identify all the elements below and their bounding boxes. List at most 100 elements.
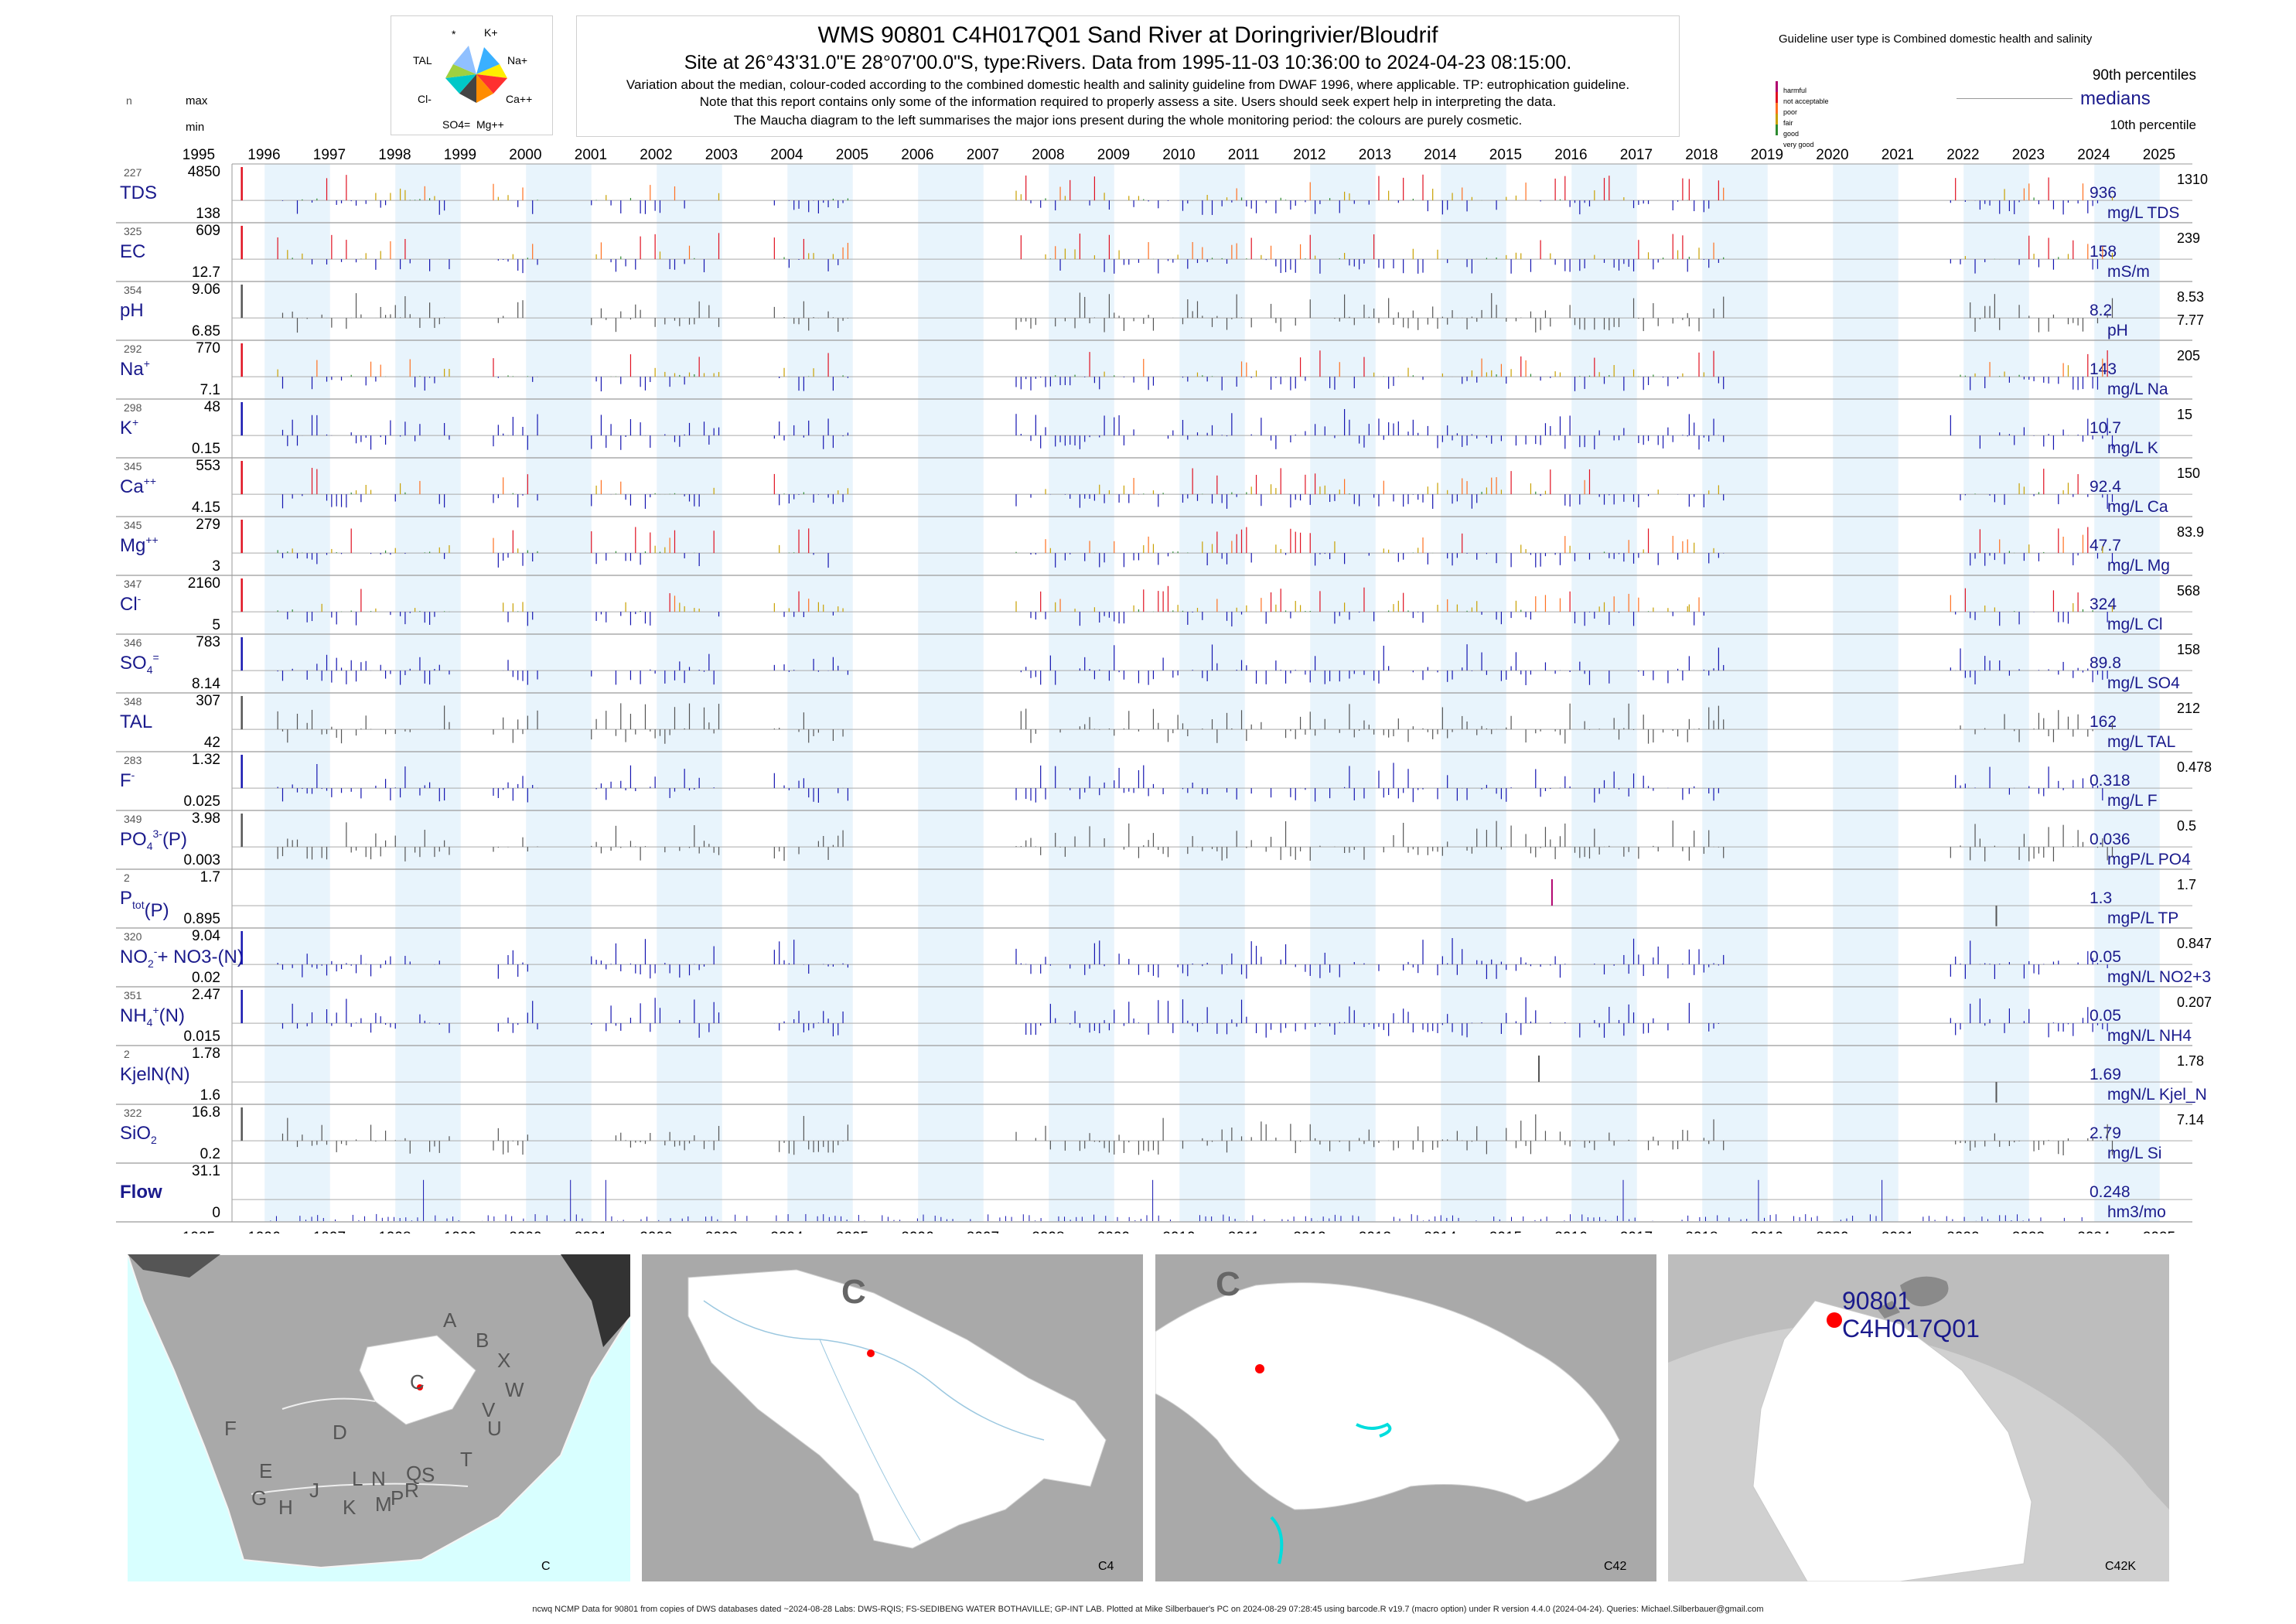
map-letter-n: N	[371, 1467, 386, 1490]
panel-unit-po4: mgP/L PO4	[2107, 851, 2191, 868]
year-label-top-2015: 2015	[1489, 147, 1522, 163]
panel-label-tp: Ptot(P)	[120, 888, 169, 921]
panel-label-cl: Cl-	[120, 592, 142, 615]
panel-p90-po4: 0.5	[2177, 818, 2196, 834]
year-label-bottom-2017: 2017	[1620, 1230, 1653, 1233]
maucha-petal-ca	[476, 74, 507, 94]
panel-min-f: 0.025	[183, 793, 220, 810]
panel-max-ph: 9.06	[192, 281, 220, 298]
panel-max-na: 770	[196, 340, 220, 357]
year-label-bottom-2019: 2019	[1751, 1230, 1783, 1233]
panel-max-tal: 307	[196, 693, 220, 709]
panel-label-sup-mg: ++	[145, 534, 158, 546]
panel-p90-tds: 1310	[2177, 172, 2208, 187]
panel-label-sub-so4: 4	[147, 664, 153, 676]
panel-median-po4: 0.036	[2090, 831, 2131, 848]
page-title: WMS 90801 C4H017Q01 Sand River at Doring…	[817, 22, 1438, 48]
year-label-bottom-2006: 2006	[901, 1230, 933, 1233]
map-south-africa-svg	[128, 1254, 630, 1569]
year-label-top-2011: 2011	[1228, 147, 1260, 163]
map-letter-p: P	[391, 1486, 404, 1510]
map-letter-d: D	[333, 1421, 347, 1444]
year-label-top-2003: 2003	[705, 147, 738, 163]
year-label-top-2007: 2007	[967, 147, 999, 163]
panel-p90-cl: 568	[2177, 583, 2200, 599]
map-c42: C C42	[1155, 1254, 1656, 1581]
panel-p90-ph: 8.53	[2177, 289, 2204, 305]
panel-min-mg: 3	[212, 558, 220, 575]
legend-label-poor: poor	[1783, 108, 1798, 116]
map-c42k-svg	[1668, 1254, 2169, 1581]
map4-site-code: C4H017Q01	[1842, 1315, 1980, 1343]
year-label-top-2020: 2020	[1816, 147, 1848, 163]
map-c4: C C4	[642, 1254, 1143, 1581]
panel-p90-tal: 212	[2177, 701, 2200, 716]
panel-label-flow: Flow	[120, 1182, 162, 1203]
panel-label-suffix-tp: (P)	[145, 900, 169, 921]
panel-n-k: 298	[124, 401, 142, 414]
map-letter-b: B	[476, 1329, 490, 1352]
panel-label-no: NO2-+ NO3-(N)	[120, 945, 244, 970]
maucha-petal-cl	[445, 74, 476, 94]
panel-label-po4: PO43-(P)	[120, 827, 187, 852]
map1-corner-label: C	[541, 1560, 551, 1573]
panel-n-f: 283	[124, 754, 142, 766]
panel-p10-ph: 7.77	[2177, 312, 2204, 328]
map2-big-label: C	[841, 1273, 866, 1311]
panel-unit-no: mgN/L NO2+3	[2107, 968, 2211, 986]
legend-title: Guideline user type is Combined domestic…	[1779, 32, 2093, 46]
panel-p90-f: 0.478	[2177, 759, 2212, 775]
panel-median-no: 0.05	[2090, 948, 2121, 966]
panel-n-ec: 325	[124, 225, 142, 237]
panel-label-tds: TDS	[120, 183, 157, 203]
panel-n-so4: 346	[124, 636, 142, 649]
panel-min-ca: 4.15	[192, 500, 220, 516]
maucha-petal-k	[476, 47, 500, 74]
panel-label-sup-po4: 3-	[152, 827, 162, 840]
year-label-bottom-1998: 1998	[378, 1230, 411, 1233]
legend-levels	[1776, 81, 1778, 135]
year-label-top-2009: 2009	[1097, 147, 1130, 163]
panel-unit-mg: mg/L Mg	[2107, 557, 2170, 575]
panel-p90-si: 7.14	[2177, 1112, 2204, 1128]
year-label-top-2006: 2006	[901, 147, 933, 163]
panel-label-mg: Mg++	[120, 534, 159, 556]
year-label-top-2004: 2004	[770, 147, 803, 163]
panel-min-po4: 0.003	[183, 852, 220, 868]
maucha-label-na: Na+	[507, 54, 527, 67]
left-header-n: n	[126, 94, 132, 107]
panel-label-f: F-	[120, 769, 135, 791]
panel-median-flow: 0.248	[2090, 1183, 2131, 1201]
year-label-bottom-2012: 2012	[1293, 1230, 1325, 1233]
legend-p90: 90th percentiles	[2092, 67, 2196, 84]
maucha-petal-star	[453, 46, 476, 74]
year-label-top-2008: 2008	[1032, 147, 1064, 163]
panel-label-k: K+	[120, 416, 138, 438]
panel-median-nh4: 0.05	[2090, 1007, 2121, 1025]
year-label-top-1997: 1997	[313, 147, 346, 163]
panel-label-ec: EC	[120, 241, 145, 262]
panel-unit-na: mg/L Na	[2107, 380, 2168, 398]
map-c42-svg	[1155, 1254, 1656, 1581]
panel-n-nh4: 351	[124, 989, 142, 1001]
year-label-top-2005: 2005	[836, 147, 868, 163]
maucha-petal-tal	[445, 64, 476, 78]
panel-label-suffix-no: + NO3-(N)	[157, 947, 243, 967]
panel-label-sub-po4: 4	[147, 840, 153, 852]
year-label-bottom-2016: 2016	[1554, 1230, 1587, 1233]
panel-max-nh4: 2.47	[192, 987, 220, 1003]
panel-label-si: SiO2	[120, 1123, 157, 1146]
panel-p90-so4: 158	[2177, 642, 2200, 657]
panel-median-so4: 89.8	[2090, 654, 2121, 672]
panel-median-tds: 936	[2090, 184, 2117, 202]
map-c42-site-marker	[1255, 1364, 1264, 1373]
panel-label-suffix-nh4: (N)	[159, 1005, 185, 1026]
panel-label-ca: Ca++	[120, 475, 156, 497]
legend-bar-fair	[1776, 114, 1778, 125]
panel-median-ec: 158	[2090, 243, 2117, 261]
panel-n-si: 322	[124, 1107, 142, 1119]
year-label-top-2002: 2002	[640, 147, 672, 163]
panel-median-tal: 162	[2090, 713, 2117, 731]
maucha-label-mg: Mg++	[476, 118, 504, 131]
panel-max-kjel: 1.78	[192, 1046, 220, 1062]
